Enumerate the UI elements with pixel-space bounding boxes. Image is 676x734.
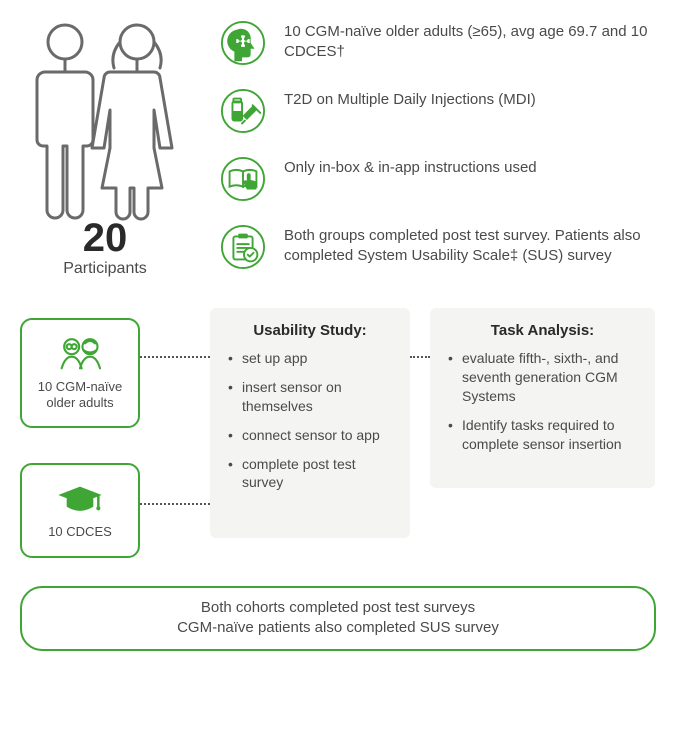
vial-syringe-icon bbox=[220, 88, 266, 134]
footer-line: CGM-naïve patients also completed SUS su… bbox=[42, 618, 634, 638]
footer-summary: Both cohorts completed post test surveys… bbox=[20, 586, 656, 651]
cohort-cdces: 10 CDCES bbox=[20, 463, 140, 558]
list-item: set up app bbox=[228, 349, 392, 368]
bullet-text: Only in-box & in-app instructions used bbox=[284, 156, 537, 178]
bullet-row: T2D on Multiple Daily Injections (MDI) bbox=[220, 88, 656, 134]
people-outline-icon bbox=[20, 14, 190, 224]
head-puzzle-icon bbox=[220, 20, 266, 66]
bullet-row: Only in-box & in-app instructions used bbox=[220, 156, 656, 202]
list-item: complete post test survey bbox=[228, 455, 392, 493]
study-flow: 10 CGM-naïve older adults 10 CDCES Usabi… bbox=[20, 308, 656, 568]
bullet-text: T2D on Multiple Daily Injections (MDI) bbox=[284, 88, 536, 110]
participants-count: 20 bbox=[83, 218, 128, 258]
usability-panel: Usability Study: set up app insert senso… bbox=[210, 308, 410, 538]
bullet-row: 10 CGM-naïve older adults (≥65), avg age… bbox=[220, 20, 656, 66]
older-adults-icon bbox=[55, 335, 105, 375]
panel-title: Task Analysis: bbox=[448, 322, 637, 339]
participants-block: 20 Participants bbox=[20, 14, 190, 278]
footer-line: Both cohorts completed post test surveys bbox=[42, 598, 634, 618]
cohort-label: 10 CGM-naïve older adults bbox=[28, 379, 132, 412]
dotted-connector bbox=[410, 356, 430, 358]
task-analysis-panel: Task Analysis: evaluate fifth-, sixth-, … bbox=[430, 308, 655, 488]
cohort-older-adults: 10 CGM-naïve older adults bbox=[20, 318, 140, 428]
list-item: Identify tasks required to complete sens… bbox=[448, 416, 637, 454]
bullet-text: 10 CGM-naïve older adults (≥65), avg age… bbox=[284, 20, 656, 63]
book-tap-icon bbox=[220, 156, 266, 202]
dotted-connector bbox=[140, 356, 210, 358]
dotted-connector bbox=[140, 503, 210, 505]
list-item: insert sensor on themselves bbox=[228, 378, 392, 416]
list-item: connect sensor to app bbox=[228, 426, 392, 445]
list-item: evaluate fifth-, sixth-, and seventh gen… bbox=[448, 349, 637, 406]
cohort-label: 10 CDCES bbox=[48, 524, 112, 540]
participants-label: Participants bbox=[63, 260, 147, 278]
study-details-list: 10 CGM-naïve older adults (≥65), avg age… bbox=[220, 14, 656, 278]
bullet-text: Both groups completed post test survey. … bbox=[284, 224, 656, 267]
bullet-row: Both groups completed post test survey. … bbox=[220, 224, 656, 270]
panel-title: Usability Study: bbox=[228, 322, 392, 339]
grad-cap-icon bbox=[55, 480, 105, 520]
clipboard-check-icon bbox=[220, 224, 266, 270]
